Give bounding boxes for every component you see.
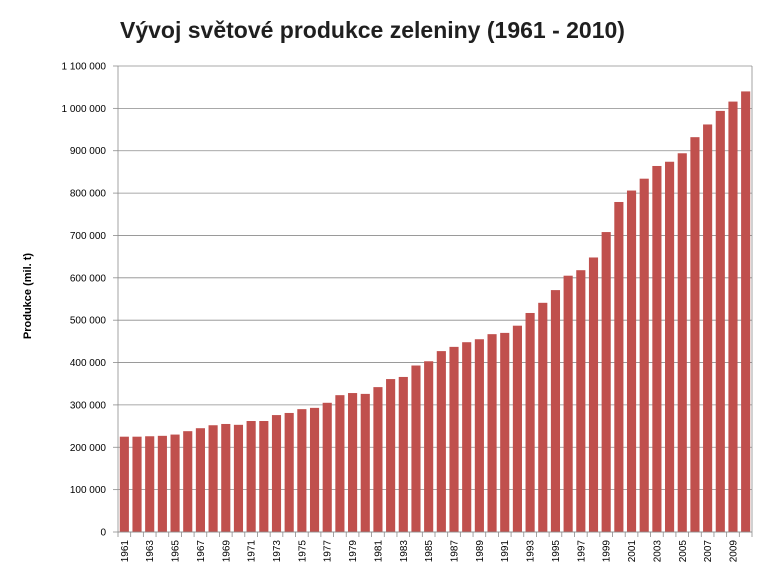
bar-1978 [335,395,345,532]
y-tick-label: 200 000 [70,443,107,454]
x-tick-label: 2003 [652,540,663,563]
x-tick-label: 1967 [196,540,207,563]
bar-1975 [297,409,307,532]
bar-1984 [411,365,421,532]
bar-1981 [373,387,383,532]
bar-2008 [715,110,725,532]
x-tick-label: 2001 [627,540,638,563]
x-tick-label: 1997 [576,540,587,563]
bar-1988 [462,342,472,532]
bar-1969 [221,423,231,532]
bar-1998 [588,257,599,532]
bar-1986 [436,351,446,532]
axes [117,66,753,537]
bar-2002 [639,178,649,533]
y-tick-label: 100 000 [70,485,107,496]
bar-2000 [614,201,624,532]
bar-1962 [132,436,142,532]
bar-1996 [563,275,573,532]
y-tick-label: 1 100 000 [62,62,107,73]
x-tick-label: 1969 [221,540,232,563]
bar-1987 [449,346,459,532]
x-tick-label: 1963 [145,540,156,563]
y-tick-labels: 0 100 000 200 000 300 000 400 000 500 000 600 … [62,62,107,539]
x-tick-label: 1977 [323,540,334,563]
bar-1994 [538,302,548,532]
y-tick-label: 600 000 [70,273,107,284]
x-tick-label: 1987 [450,540,461,563]
bar-1980 [360,393,370,532]
bar-1991 [500,332,510,532]
x-tick-label: 1995 [551,540,562,563]
bar-2001 [626,190,637,533]
bar-1970 [233,424,244,532]
bar-1985 [424,361,434,532]
x-tick-label: 2005 [678,540,689,563]
x-tick-label: 2009 [728,540,739,563]
bar-2010 [741,91,751,532]
x-tick-label: 1961 [120,540,131,563]
x-tick-label: 1983 [399,540,410,563]
bar-1999 [601,232,611,532]
bar-1983 [398,376,408,532]
bars [119,91,751,533]
x-tick-label: 1971 [247,540,258,563]
bar-1977 [322,402,332,532]
x-tick-label: 1979 [348,540,359,563]
y-tick-label: 0 [100,528,106,539]
bar-1963 [145,436,155,532]
bar-1971 [246,421,256,532]
x-tick-label: 1975 [297,540,308,563]
x-tick-label: 1991 [500,540,511,563]
y-tick-label: 500 000 [70,316,107,327]
bar-1967 [195,428,205,532]
bar-1966 [183,431,193,532]
y-axis-title: Produkce (mil. t) [22,253,34,340]
bar-1993 [525,312,535,532]
bar-1964 [157,435,167,532]
bar-2007 [703,124,713,532]
x-tick-label: 1999 [602,540,613,563]
y-tick-label: 900 000 [70,146,107,157]
bar-2003 [652,165,662,532]
x-tick-label: 1993 [526,540,537,563]
y-tick-label: 300 000 [70,400,107,411]
y-tick-label: 1 000 000 [62,104,107,115]
bar-1974 [284,412,294,532]
bar-1972 [259,421,269,532]
bar-2005 [677,153,687,532]
chart-title: Vývoj světové produkce zeleniny (1961 - … [120,17,625,43]
bar-1990 [487,334,497,532]
bar-2006 [690,137,700,533]
bar-2009 [728,101,738,533]
bar-1997 [576,270,586,532]
bar-1979 [348,393,358,532]
x-tick-label: 1981 [373,540,384,563]
bar-1968 [208,425,218,532]
bar-1961 [119,436,129,532]
bar-1989 [474,339,484,532]
bar-1976 [309,407,320,532]
bar-1992 [512,325,522,532]
y-tick-label: 700 000 [70,231,107,242]
x-tick-label: 1989 [475,540,486,563]
bar-1973 [271,415,282,532]
y-tick-label: 400 000 [70,358,107,369]
x-tick-labels: 1961 1963 1965 1967 1969 1971 1973 1975 1977 1979… [120,540,740,563]
bar-1995 [550,290,561,532]
x-tick-label: 1965 [171,540,182,563]
x-tick-label: 1973 [272,540,283,563]
x-tick-label: 1985 [424,540,435,563]
bar-1965 [170,434,180,532]
y-tick-label: 800 000 [70,189,107,200]
x-tick-label: 2007 [703,540,714,563]
bar-2004 [665,161,675,532]
bar-1982 [386,379,396,532]
